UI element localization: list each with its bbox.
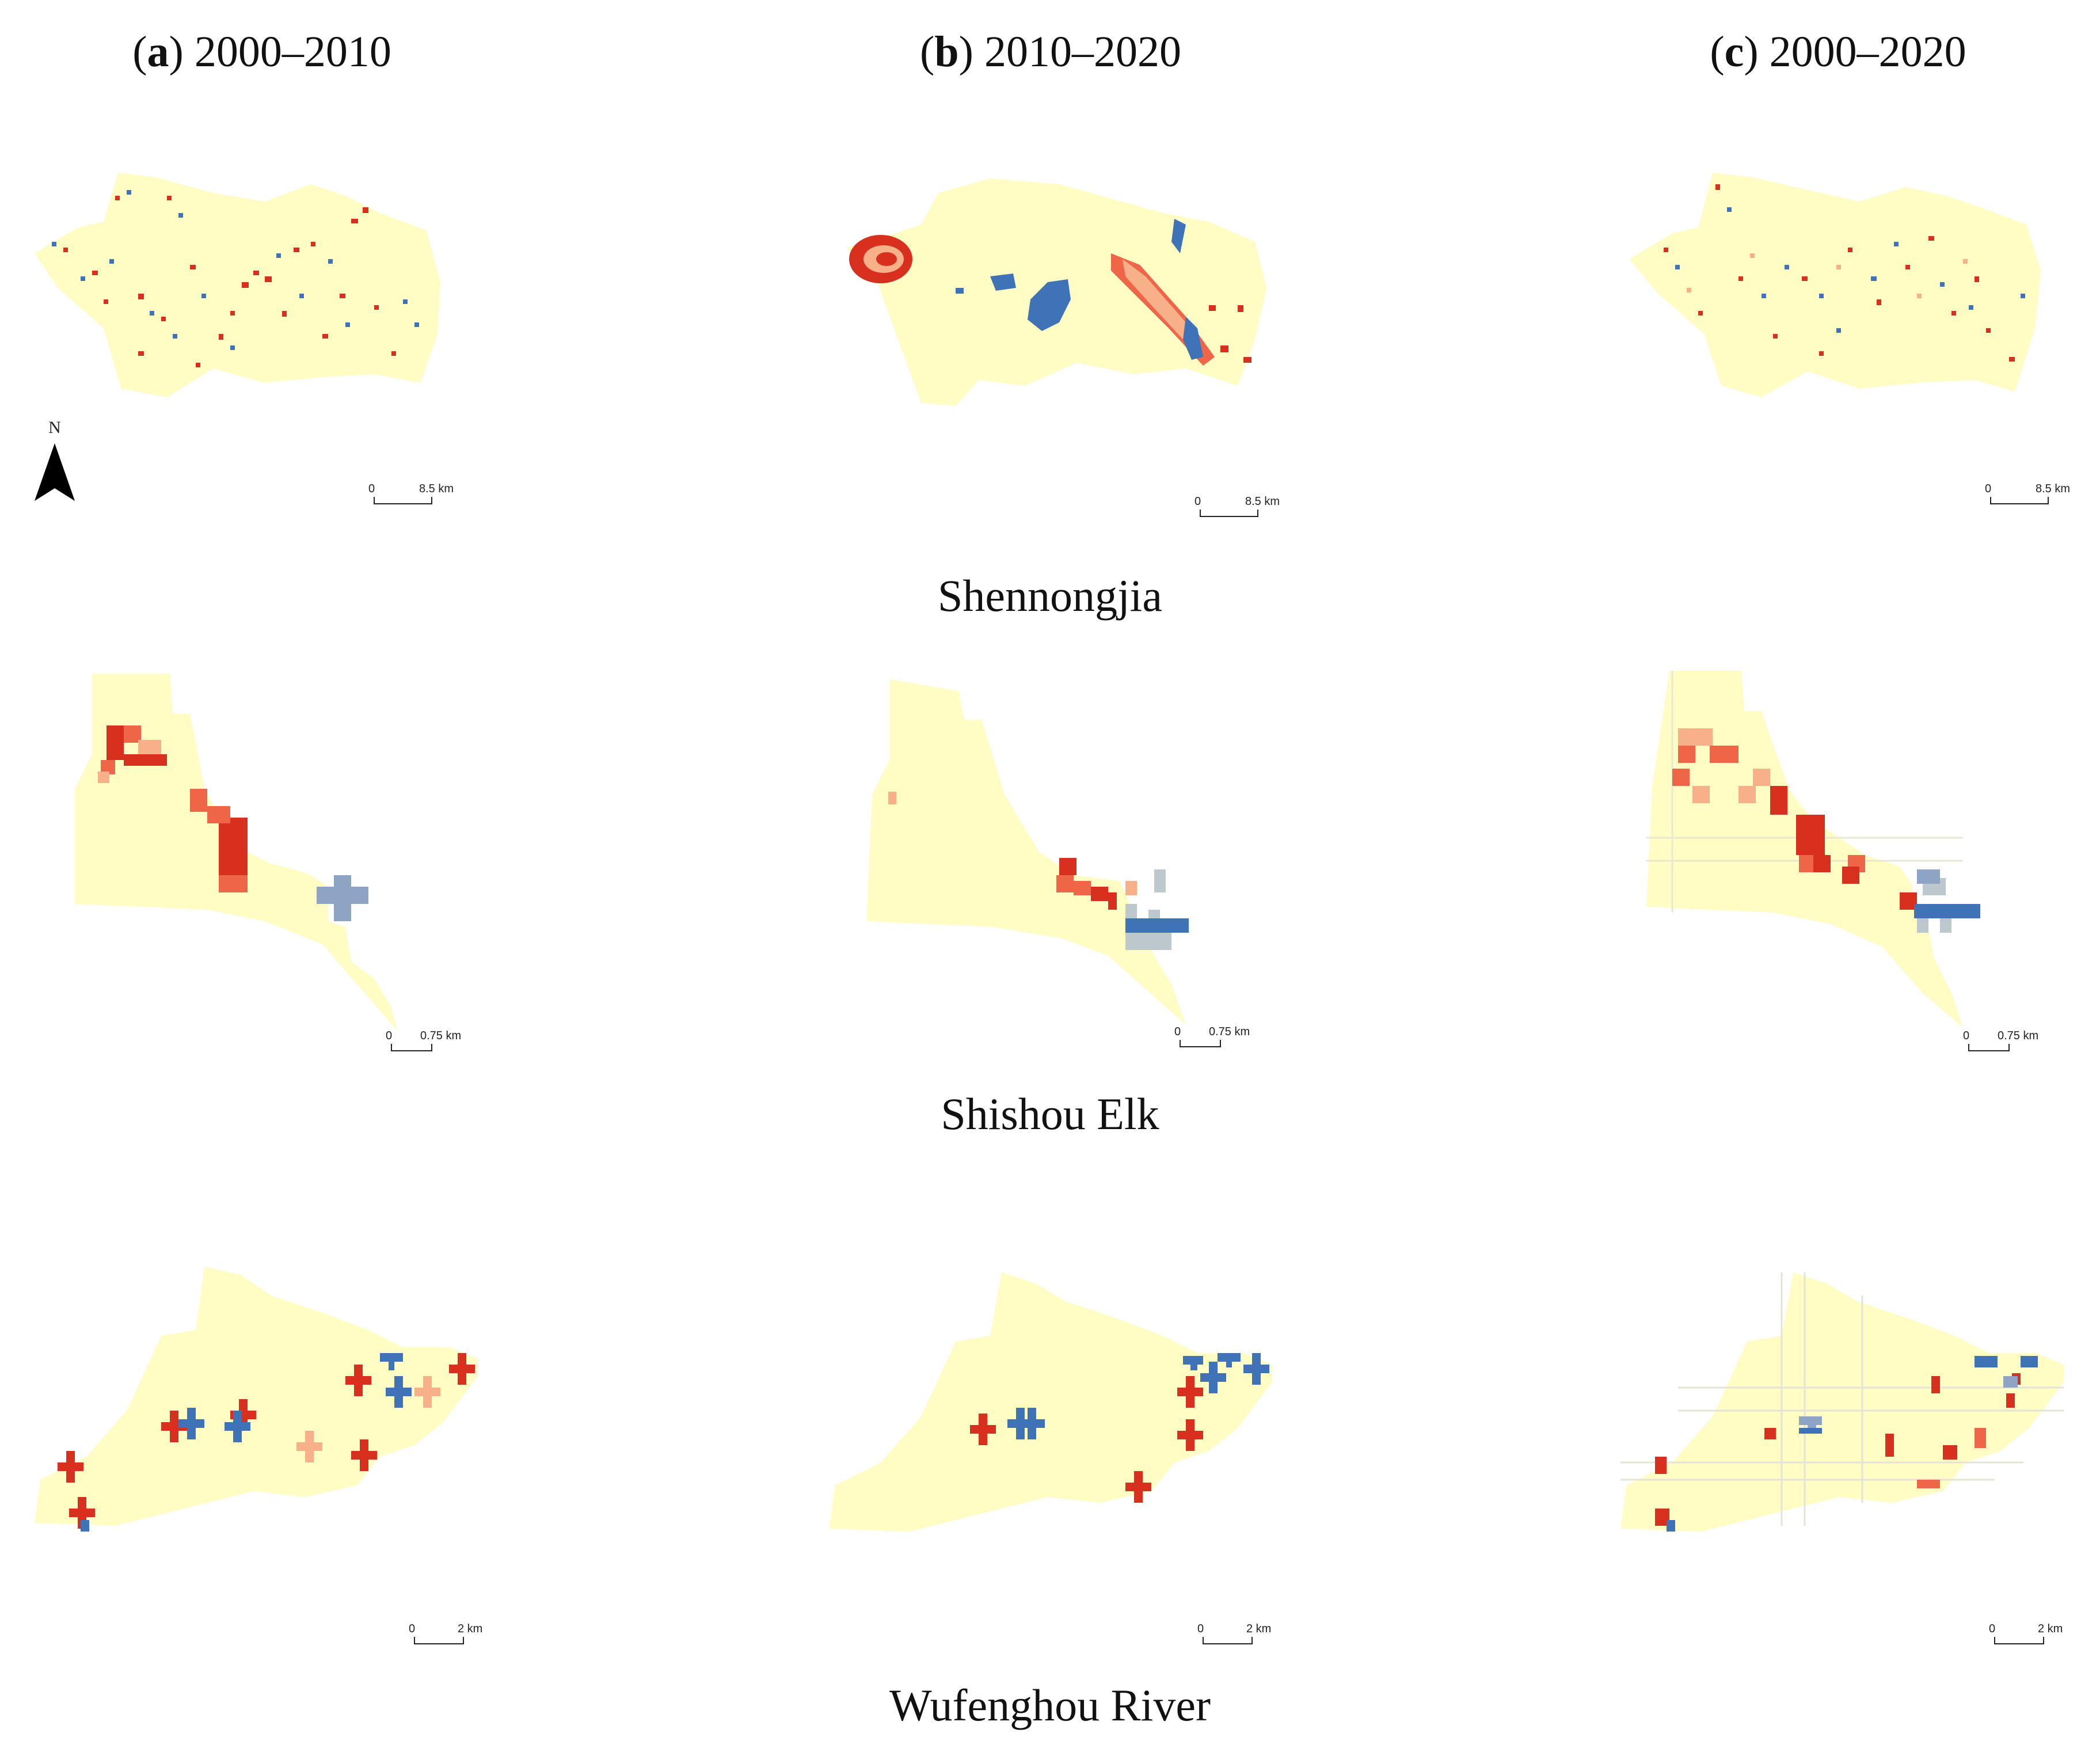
north-arrow: N	[35, 418, 75, 501]
map-shishou-b	[866, 679, 1189, 1025]
map-shennongjia-b	[846, 178, 1266, 406]
svg-text:8.5 km: 8.5 km	[419, 482, 454, 495]
svg-text:8.5 km: 8.5 km	[1245, 495, 1280, 508]
svg-text:0.75 km: 0.75 km	[1209, 1025, 1250, 1038]
column-title-a: (a) 2000–2010	[132, 28, 391, 76]
column-title-b: (b) 2010–2020	[920, 28, 1181, 76]
scale-bar-shishou-b: 0 0.75 km	[1174, 1025, 1250, 1047]
svg-text:2 km: 2 km	[458, 1623, 482, 1635]
scale-bar-wufenghou-a: 0 2 km	[409, 1623, 482, 1644]
map-wufenghou-a	[35, 1267, 478, 1532]
svg-text:0: 0	[1985, 482, 1991, 495]
north-label: N	[48, 418, 61, 437]
map-wufenghou-b	[829, 1272, 1272, 1532]
row-title-shishou-elk: Shishou Elk	[941, 1089, 1159, 1139]
scale-bar-shennongjia-a: 0 8.5 km	[368, 482, 454, 504]
north-arrow-icon	[35, 443, 75, 501]
row-title-shennongjia: Shennongjia	[938, 571, 1162, 621]
svg-text:0: 0	[386, 1029, 392, 1042]
svg-text:2 km: 2 km	[1246, 1623, 1271, 1635]
scale-bar-shishou-a: 0 0.75 km	[386, 1029, 461, 1051]
svg-text:2 km: 2 km	[2038, 1623, 2063, 1635]
row-title-wufenghou-river: Wufenghou River	[889, 1680, 1211, 1730]
svg-text:0.75 km: 0.75 km	[1998, 1029, 2038, 1042]
svg-text:0.75 km: 0.75 km	[420, 1029, 461, 1042]
map-shishou-a	[75, 674, 397, 1031]
scale-bar-shennongjia-c: 0 8.5 km	[1985, 482, 2070, 504]
scale-bar-wufenghou-c: 0 2 km	[1989, 1623, 2063, 1644]
scale-bar-shennongjia-b: 0 8.5 km	[1194, 495, 1280, 517]
svg-text:0: 0	[368, 482, 375, 495]
svg-text:0: 0	[1174, 1025, 1181, 1038]
map-wufenghou-c	[1620, 1272, 2064, 1532]
svg-text:0: 0	[1194, 495, 1201, 508]
svg-text:0: 0	[409, 1623, 415, 1635]
map-shennongjia-a	[35, 173, 440, 397]
svg-text:0: 0	[1963, 1029, 1969, 1042]
svg-text:0: 0	[1989, 1623, 1995, 1635]
scale-bar-wufenghou-b: 0 2 km	[1197, 1623, 1271, 1644]
scale-bar-shishou-c: 0 0.75 km	[1963, 1029, 2038, 1051]
svg-text:8.5 km: 8.5 km	[2036, 482, 2070, 495]
map-shishou-c	[1646, 671, 1980, 1028]
map-shennongjia-c	[1629, 173, 2041, 397]
column-title-c: (c) 2000–2020	[1710, 28, 1966, 76]
svg-text:0: 0	[1197, 1623, 1204, 1635]
